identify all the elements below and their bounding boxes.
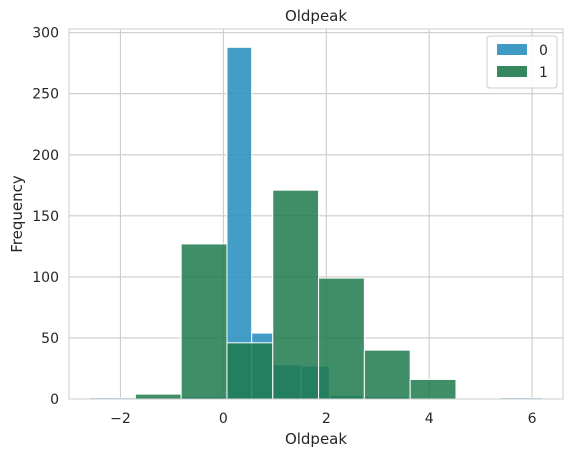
y-tick-label: 50 <box>41 331 59 347</box>
legend: 01 <box>486 35 558 89</box>
bar-series-1 <box>180 243 228 400</box>
y-axis-ticks: 0 50 100 150 200 250 300 <box>32 26 59 408</box>
x-axis-ticks: −2 0 2 4 6 <box>110 411 537 427</box>
y-tick-label: 150 <box>32 209 59 225</box>
grid-lines <box>69 29 563 400</box>
x-tick-label: 6 <box>528 411 537 427</box>
y-tick-label: 100 <box>32 270 59 286</box>
bars <box>89 46 543 400</box>
x-tick-label: −2 <box>110 411 131 427</box>
bar-series-1 <box>226 342 274 400</box>
x-axis-label: Oldpeak <box>285 430 347 448</box>
bar-series-1 <box>363 349 411 400</box>
y-tick-label: 250 <box>32 87 59 103</box>
bar-series-0 <box>226 46 253 400</box>
bar-series-1 <box>318 277 365 400</box>
y-tick-label: 0 <box>50 392 59 408</box>
y-axis-label: Frequency <box>8 175 26 253</box>
y-tick-label: 300 <box>32 26 59 42</box>
legend-swatch <box>497 44 527 55</box>
bar-series-1 <box>134 393 182 400</box>
plot-frame <box>68 28 564 400</box>
bar-series-1 <box>272 189 320 400</box>
x-tick-label: 0 <box>219 411 228 427</box>
chart-title: Oldpeak <box>285 7 347 25</box>
legend-swatch <box>497 66 527 77</box>
legend-label: 1 <box>539 65 548 81</box>
legend-label: 0 <box>539 43 548 59</box>
y-tick-label: 200 <box>32 148 59 164</box>
x-tick-label: 2 <box>322 411 331 427</box>
x-tick-label: 4 <box>425 411 434 427</box>
bar-series-1 <box>409 378 457 400</box>
